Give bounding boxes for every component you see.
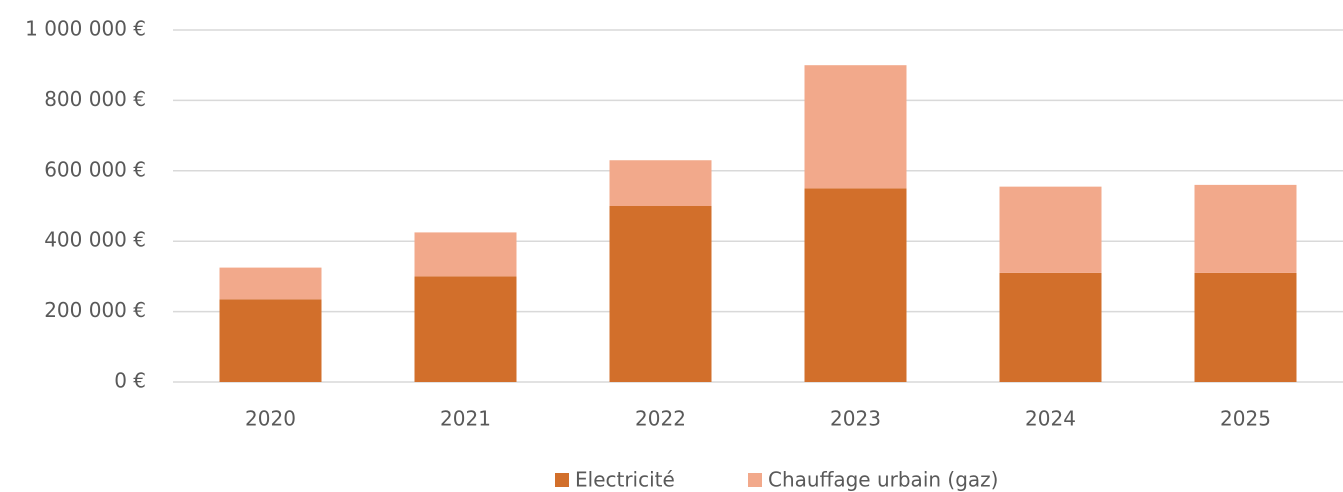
y-tick-label: 1 000 000 € — [25, 17, 146, 41]
bar-segment — [804, 65, 907, 189]
bar-segment — [414, 276, 517, 382]
bar-segment — [999, 186, 1102, 273]
x-tick-label: 2025 — [1220, 407, 1271, 431]
x-tick-label: 2022 — [635, 407, 686, 431]
bar-segment — [219, 267, 322, 300]
bar-segment — [414, 232, 517, 277]
y-tick-label: 400 000 € — [44, 228, 146, 252]
bar-segment — [1194, 184, 1297, 273]
legend-label: Electricité — [575, 468, 675, 492]
legend-swatch — [748, 473, 762, 487]
bar-segment — [999, 272, 1102, 382]
y-tick-label: 200 000 € — [44, 298, 146, 322]
legend-swatch — [555, 473, 569, 487]
y-tick-label: 800 000 € — [44, 87, 146, 111]
bar-segment — [609, 206, 712, 382]
bar-segment — [804, 188, 907, 382]
bar-segment — [1194, 272, 1297, 382]
x-tick-label: 2020 — [245, 407, 296, 431]
x-tick-label: 2024 — [1025, 407, 1076, 431]
bar-segment — [219, 299, 322, 382]
x-tick-label: 2021 — [440, 407, 491, 431]
y-tick-label: 600 000 € — [44, 157, 146, 181]
bar-segment — [609, 160, 712, 206]
x-tick-label: 2023 — [830, 407, 881, 431]
y-tick-label: 0 € — [114, 369, 146, 393]
legend-label: Chauffage urbain (gaz) — [768, 468, 998, 492]
